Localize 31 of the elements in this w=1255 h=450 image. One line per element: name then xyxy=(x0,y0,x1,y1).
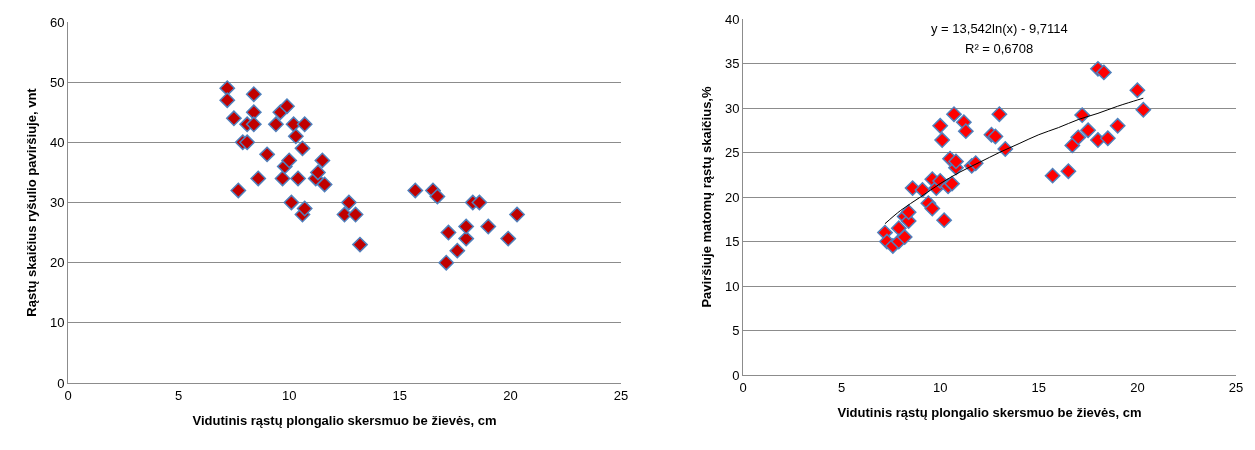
x-axis-title: Vidutinis rąstų plongalio skersmuo be žievės, cm xyxy=(837,405,1142,421)
y-tick-label: 60 xyxy=(49,14,65,30)
y-tick-label: 35 xyxy=(724,56,740,72)
y-axis-title: Paviršiuje matomų rąstų skaičius,% xyxy=(698,86,714,308)
y-tick-label: 30 xyxy=(724,100,740,116)
y-tick-label: 30 xyxy=(49,195,65,211)
x-tick-label: 15 xyxy=(392,387,408,403)
x-tick-label: 20 xyxy=(1130,379,1145,395)
y-tick-label: 40 xyxy=(49,134,65,150)
x-tick-label: 15 xyxy=(1031,379,1047,395)
y-tick-label: 10 xyxy=(724,278,740,294)
x-tick-label: 10 xyxy=(932,379,948,395)
y-tick-label: 15 xyxy=(724,234,740,250)
y-tick-label: 40 xyxy=(724,11,740,27)
y-tick-label: 10 xyxy=(49,315,65,331)
y-tick-label: 20 xyxy=(49,255,65,271)
y-tick-label: 25 xyxy=(724,145,740,161)
y-axis-title: Rąstų skaičius ryšulio paviršiuje, vnt xyxy=(23,87,39,317)
x-tick-label: 5 xyxy=(837,379,846,395)
y-tick-label: 50 xyxy=(49,74,65,90)
x-tick-label: 10 xyxy=(281,387,297,403)
x-tick-label: 25 xyxy=(613,387,629,403)
y-tick-label: 5 xyxy=(732,323,740,339)
x-tick-label: 5 xyxy=(174,387,183,403)
annotation: R² = 0,6708 xyxy=(965,41,1034,56)
x-axis-title: Vidutinis rąstų plongalio skersmuo be žievės, cm xyxy=(192,413,497,429)
x-tick-label: 25 xyxy=(1228,379,1244,395)
annotation: y = 13,542ln(x) - 9,7114 xyxy=(931,21,1068,36)
x-tick-label: 20 xyxy=(503,387,518,403)
y-tick-label: 0 xyxy=(732,367,740,383)
y-tick-label: 20 xyxy=(724,189,740,205)
